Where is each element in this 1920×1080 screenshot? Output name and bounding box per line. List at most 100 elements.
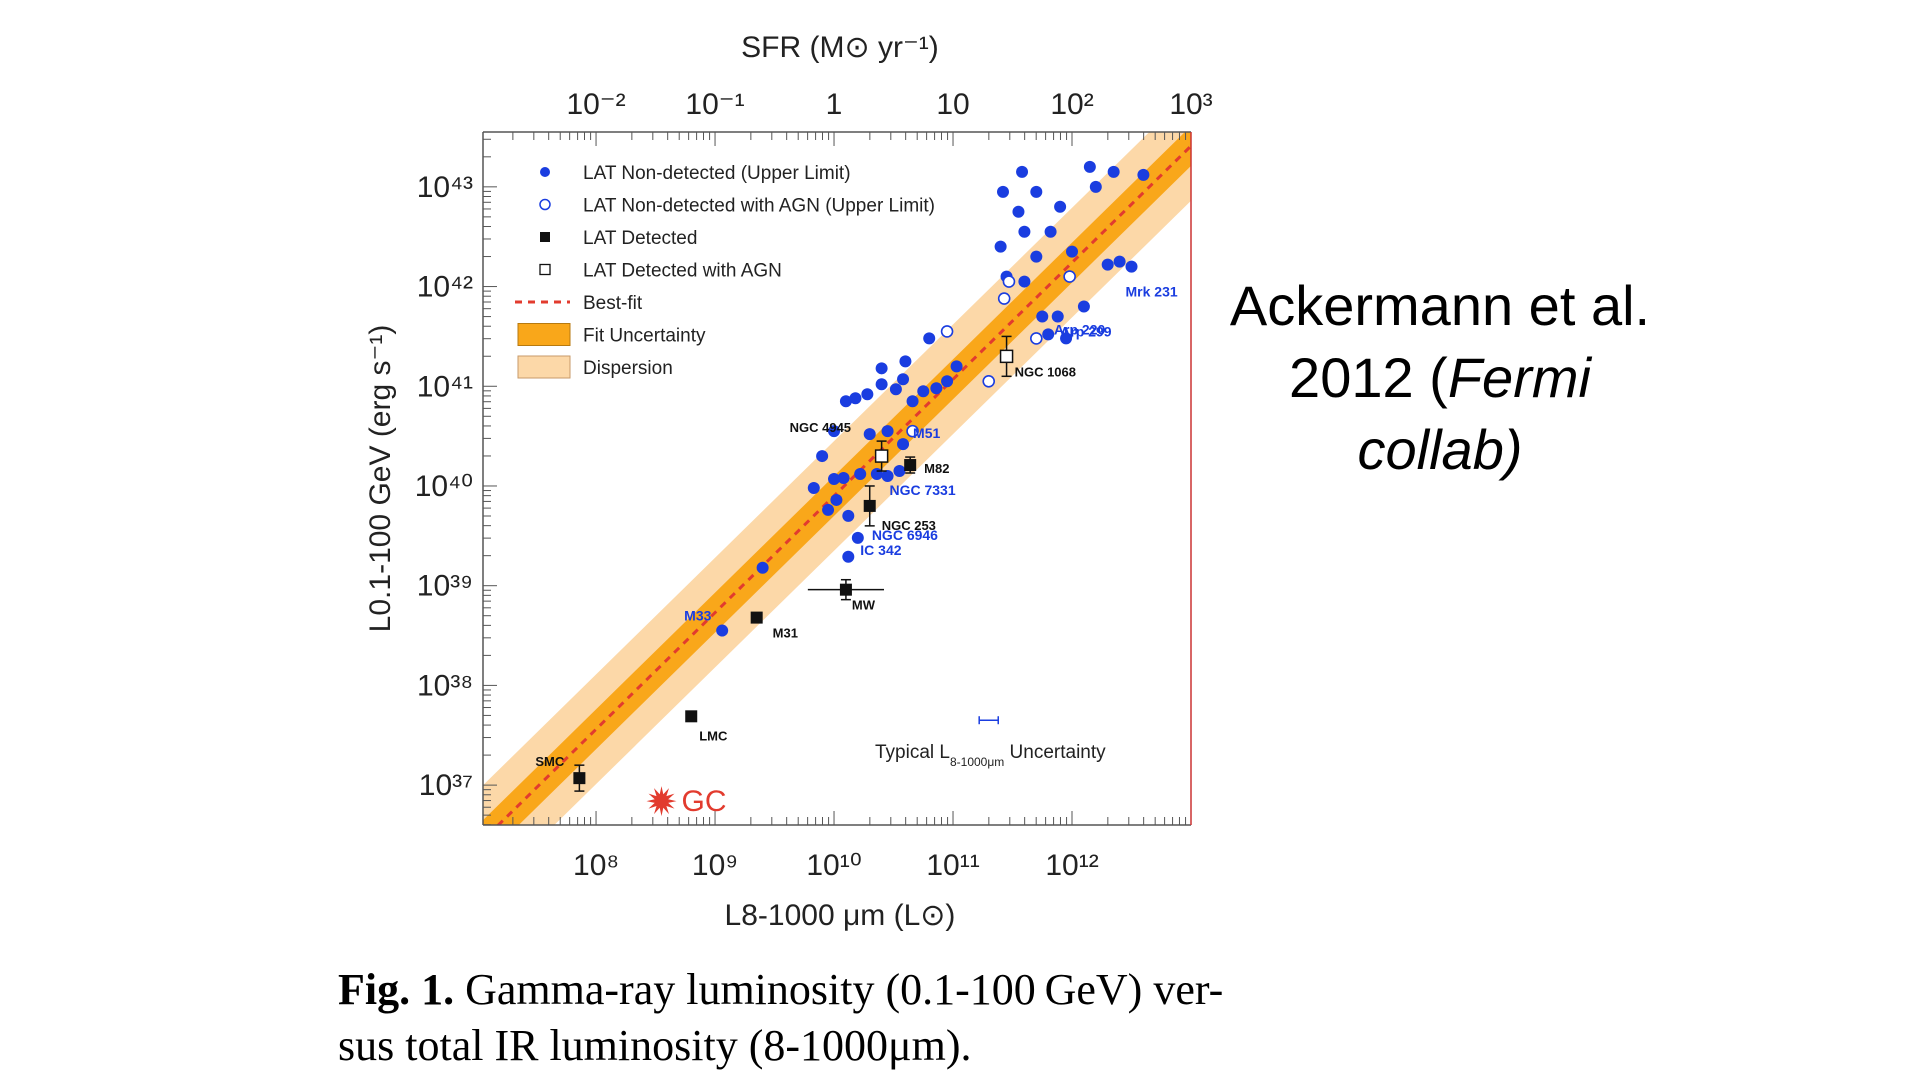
upper-limit-point <box>828 425 841 438</box>
upper-limit-point <box>917 385 930 398</box>
x-axis-label: L8-1000 μm (L⊙) <box>725 899 956 932</box>
attribution-line-1: Ackermann et al. <box>1229 274 1651 337</box>
upper-limit-point <box>899 355 912 368</box>
upper-limit-agn-point <box>1030 332 1043 345</box>
detected-point <box>573 772 586 785</box>
upper-limit-point <box>1125 260 1138 273</box>
point-label-blue: Arp 299 <box>1060 323 1112 339</box>
legend-label: LAT Non-detected (Upper Limit) <box>583 163 851 184</box>
attribution-prefix: 2012 ( <box>1289 346 1448 409</box>
upper-limit-point <box>906 395 919 408</box>
upper-limit-point <box>941 375 954 388</box>
x-tick-label: 10⁹ <box>692 849 738 882</box>
y-tick-label: 10³⁹ <box>417 570 473 603</box>
x-tick-label: 10¹² <box>1045 849 1098 882</box>
legend-label: LAT Detected with AGN <box>583 261 782 282</box>
top-tick-label: 1 <box>826 88 843 121</box>
upper-limit-point <box>889 383 902 396</box>
legend-label: Fit Uncertainty <box>583 326 706 347</box>
legend-marker-open-circle <box>539 198 551 211</box>
upper-limit-point <box>1089 180 1102 193</box>
legend-marker-filled-circle <box>540 167 550 177</box>
axis-ticks <box>483 132 1187 826</box>
upper-limit-point <box>1077 300 1090 313</box>
typical-uncertainty-subscript: 8-1000μm <box>950 755 1004 769</box>
detected-point <box>839 583 852 596</box>
upper-limit-point <box>1012 205 1025 218</box>
point-label: M82 <box>924 461 949 476</box>
point-label: SMC <box>535 754 565 769</box>
data-points <box>573 160 1150 792</box>
legend-label: Dispersion <box>583 358 673 379</box>
attribution-line-2: 2012 (Fermi <box>1180 342 1700 414</box>
y-tick-label: 10⁴³ <box>417 171 473 204</box>
attribution-line-3: collab) <box>1357 418 1523 481</box>
upper-limit-point <box>822 503 835 516</box>
tick-labels: 10⁸ 10⁹ 10¹⁰ 10¹¹ 10¹² 10⁻² 10⁻¹ 1 10 10² 10³ 10³⁷ 1… <box>415 88 1213 882</box>
upper-limit-point <box>875 378 888 391</box>
upper-limit-point <box>716 624 729 637</box>
point-label: NGC 253 <box>882 518 936 533</box>
upper-limit-point <box>842 550 855 563</box>
upper-limit-point <box>1107 165 1120 178</box>
point-label-blue: M33 <box>684 608 711 624</box>
detected-point <box>685 710 698 723</box>
point-label-blue: Arp 220 <box>1054 321 1106 337</box>
legend-label: LAT Detected <box>583 228 697 249</box>
upper-limit-agn-point <box>906 424 919 438</box>
upper-limit-point <box>897 373 910 386</box>
upper-limit-agn-point <box>1063 270 1076 283</box>
upper-limit-point <box>950 360 963 373</box>
y-tick-label: 10⁴¹ <box>417 370 473 403</box>
upper-limit-point <box>881 470 894 483</box>
point-label: NGC 1068 <box>1015 364 1076 379</box>
upper-limit-point <box>881 425 894 438</box>
top-tick-label: 10⁻¹ <box>685 88 744 121</box>
best-fit-line <box>496 143 1191 825</box>
upper-limit-point <box>1060 332 1073 345</box>
gc-starburst-icon <box>646 786 677 817</box>
upper-limit-point <box>851 531 864 544</box>
x-tick-label: 10¹¹ <box>926 849 979 882</box>
legend-label: LAT Non-detected with AGN (Upper Limit) <box>583 196 935 217</box>
top-tick-label: 10³ <box>1169 88 1212 121</box>
legend-label: Best-fit <box>583 293 643 314</box>
detected-agn-point <box>999 349 1014 364</box>
point-label-blue: M51 <box>913 425 940 441</box>
upper-limit-point <box>1036 310 1049 323</box>
axis-labels: L8-1000 μm (L⊙) SFR (M⊙ yr⁻¹) L0.1-100 GeV… <box>364 31 955 932</box>
top-tick-label: 10² <box>1050 88 1093 121</box>
upper-limit-point <box>839 395 852 408</box>
point-label: M31 <box>773 626 798 641</box>
detected-point <box>863 499 876 512</box>
upper-limit-point <box>1018 225 1031 238</box>
upper-limit-agn-point <box>940 325 954 338</box>
upper-limit-point <box>875 362 888 375</box>
legend-marker-open-square <box>539 263 551 276</box>
upper-limit-point <box>1137 168 1150 181</box>
detected-agn-point <box>874 449 889 463</box>
upper-limit-point <box>1101 258 1114 271</box>
upper-limit-point <box>861 388 874 401</box>
upper-limit-point <box>1030 250 1043 263</box>
upper-limit-point <box>1016 165 1029 178</box>
upper-limit-point <box>893 465 906 478</box>
upper-limit-point <box>756 561 769 574</box>
upper-limit-agn-point <box>1002 275 1016 288</box>
legend-marker-filled-square <box>540 232 550 242</box>
point-label: LMC <box>699 728 728 743</box>
upper-limit-point <box>930 382 943 395</box>
y-tick-label: 10⁴⁰ <box>415 470 473 503</box>
point-label-blue: IC 342 <box>860 542 901 558</box>
typical-uncertainty-label: Typical L8-1000μm Uncertainty <box>875 742 1106 769</box>
upper-limit-point <box>1066 245 1079 258</box>
caption-line-2: sus total IR luminosity (8-1000μm). <box>338 1021 972 1070</box>
top-axis-label: SFR (M⊙ yr⁻¹) <box>741 31 939 64</box>
upper-limit-point <box>863 428 876 441</box>
upper-limit-point <box>923 332 936 345</box>
point-label-blue: NGC 7331 <box>889 482 955 498</box>
top-tick-label: 10⁻² <box>566 88 625 121</box>
caption-text-1: Gamma-ray luminosity (0.1-100 GeV) ver- <box>454 965 1224 1014</box>
point-label-blue: NGC 6946 <box>872 527 938 543</box>
